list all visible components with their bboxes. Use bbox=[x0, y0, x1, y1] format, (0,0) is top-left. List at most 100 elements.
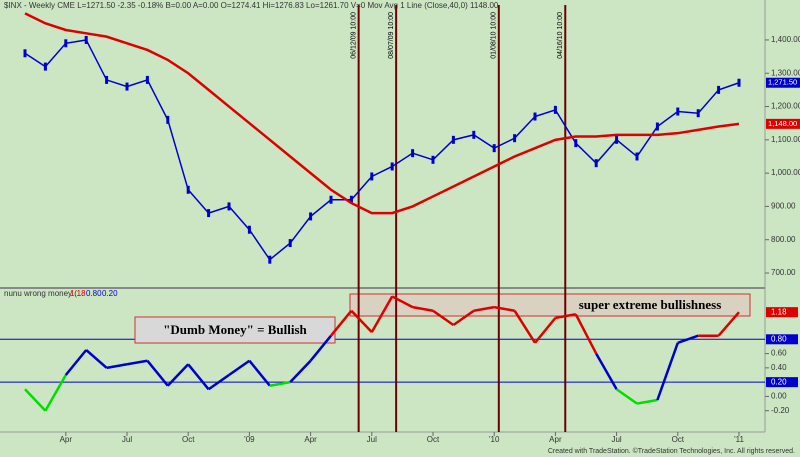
indicator-segment bbox=[64, 349, 88, 376]
price-point bbox=[268, 255, 272, 264]
indicator-segment bbox=[24, 388, 47, 412]
y-tick-label: 1,100.00 bbox=[771, 135, 800, 144]
price-point bbox=[349, 195, 353, 204]
price-point bbox=[145, 75, 149, 84]
price-point bbox=[84, 35, 88, 44]
legend-value: 0.80 bbox=[86, 289, 102, 298]
price-point bbox=[717, 85, 721, 94]
price-point bbox=[594, 159, 598, 168]
y-tick-label: 900.00 bbox=[771, 202, 796, 211]
price-point bbox=[64, 39, 68, 48]
indicator-segment bbox=[85, 349, 108, 369]
x-tick-label: Jul bbox=[367, 435, 377, 444]
indicator-segment bbox=[677, 334, 699, 345]
chart-title: $INX - Weekly CME L=1271.50 -2.35 -0.18%… bbox=[4, 1, 499, 10]
price-point bbox=[43, 62, 47, 71]
panel-divider bbox=[0, 287, 765, 289]
price-point bbox=[186, 185, 190, 194]
price-point bbox=[105, 75, 109, 84]
y-tick-label: -0.20 bbox=[771, 406, 790, 415]
y-tick-label: 1,000.00 bbox=[771, 168, 800, 177]
price-point bbox=[207, 209, 211, 218]
price-point bbox=[166, 115, 170, 124]
reference-label: 0.20 bbox=[771, 377, 787, 386]
price-point bbox=[390, 162, 394, 171]
price-point bbox=[309, 212, 313, 221]
price-point bbox=[615, 135, 619, 144]
value-box bbox=[766, 118, 800, 129]
indicator-segment bbox=[412, 305, 434, 312]
price-point bbox=[492, 144, 496, 153]
price-point bbox=[329, 195, 333, 204]
y-tick-label: 1,200.00 bbox=[771, 102, 800, 111]
indicator-segment bbox=[656, 342, 679, 401]
x-tick-label: Oct bbox=[672, 435, 685, 444]
x-tick-label: Oct bbox=[427, 435, 440, 444]
indicator-segment bbox=[44, 374, 67, 412]
y-tick-label: 800.00 bbox=[771, 235, 796, 244]
indicator-segment bbox=[452, 309, 475, 327]
indicator-segment bbox=[166, 363, 190, 387]
indicator-segment bbox=[513, 310, 537, 344]
indicator-segment bbox=[207, 373, 230, 391]
indicator-segment bbox=[555, 313, 577, 320]
indicator-segment bbox=[106, 363, 128, 370]
last-value-label: 1,271.50 bbox=[768, 78, 797, 87]
indicator-segment bbox=[350, 309, 373, 334]
price-point bbox=[737, 78, 741, 87]
indicator-segment bbox=[717, 311, 740, 337]
x-tick-label: Oct bbox=[182, 435, 195, 444]
y-tick-label: 1,400.00 bbox=[771, 35, 800, 44]
x-tick-label: '09 bbox=[244, 435, 255, 444]
indicator-segment bbox=[289, 359, 312, 384]
y-tick-label: 0.00 bbox=[771, 392, 787, 401]
x-tick-label: Apr bbox=[304, 435, 317, 444]
event-label: 01/08/10 10:00 bbox=[491, 12, 498, 59]
indicator-segment bbox=[187, 363, 210, 391]
indicator-segment bbox=[330, 309, 353, 337]
price-point bbox=[247, 225, 251, 234]
indicator-segment bbox=[432, 309, 455, 327]
indicator-segment bbox=[473, 305, 495, 312]
price-point bbox=[370, 172, 374, 181]
x-tick-label: '10 bbox=[489, 435, 500, 444]
price-point bbox=[635, 152, 639, 161]
x-tick-label: Jul bbox=[611, 435, 621, 444]
reference-label: 0.80 bbox=[771, 334, 787, 343]
price-point bbox=[553, 105, 557, 114]
indicator-segment bbox=[146, 359, 169, 387]
price-point bbox=[451, 135, 455, 144]
indicator-segment bbox=[534, 317, 557, 344]
event-label: 08/07/09 10:00 bbox=[388, 12, 395, 59]
indicator-segment bbox=[228, 359, 251, 377]
price-line bbox=[24, 39, 740, 261]
x-tick-label: Apr bbox=[60, 435, 73, 444]
indicator-segment bbox=[391, 295, 414, 309]
price-point bbox=[513, 134, 517, 143]
price-point bbox=[431, 155, 435, 164]
indicator-segment bbox=[370, 295, 394, 333]
value-box bbox=[766, 334, 798, 345]
y-tick-label: 0.40 bbox=[771, 363, 787, 372]
event-label: 04/16/10 10:00 bbox=[557, 12, 564, 59]
annotation: super extreme bullishness bbox=[579, 297, 722, 312]
indicator-segment bbox=[126, 359, 148, 366]
price-point bbox=[533, 112, 537, 121]
legend-value: 0.20 bbox=[102, 289, 118, 298]
price-point bbox=[696, 109, 700, 118]
x-tick-label: '11 bbox=[734, 435, 744, 444]
value-box bbox=[766, 77, 800, 88]
indicator-segment bbox=[615, 388, 638, 405]
annotation-box bbox=[134, 316, 336, 344]
indicator-segment bbox=[636, 398, 658, 405]
last-value-label: 1,148.00 bbox=[768, 119, 797, 128]
indicator-title: nunu wrong money (... bbox=[4, 289, 84, 298]
y-tick-label: 0.60 bbox=[771, 349, 787, 358]
footer: Created with TradeStation. ©TradeStation… bbox=[548, 447, 795, 455]
y-tick-label: 1,300.00 bbox=[771, 68, 800, 77]
indicator-segment bbox=[574, 313, 598, 355]
price-point bbox=[288, 239, 292, 248]
price-point bbox=[574, 139, 578, 148]
